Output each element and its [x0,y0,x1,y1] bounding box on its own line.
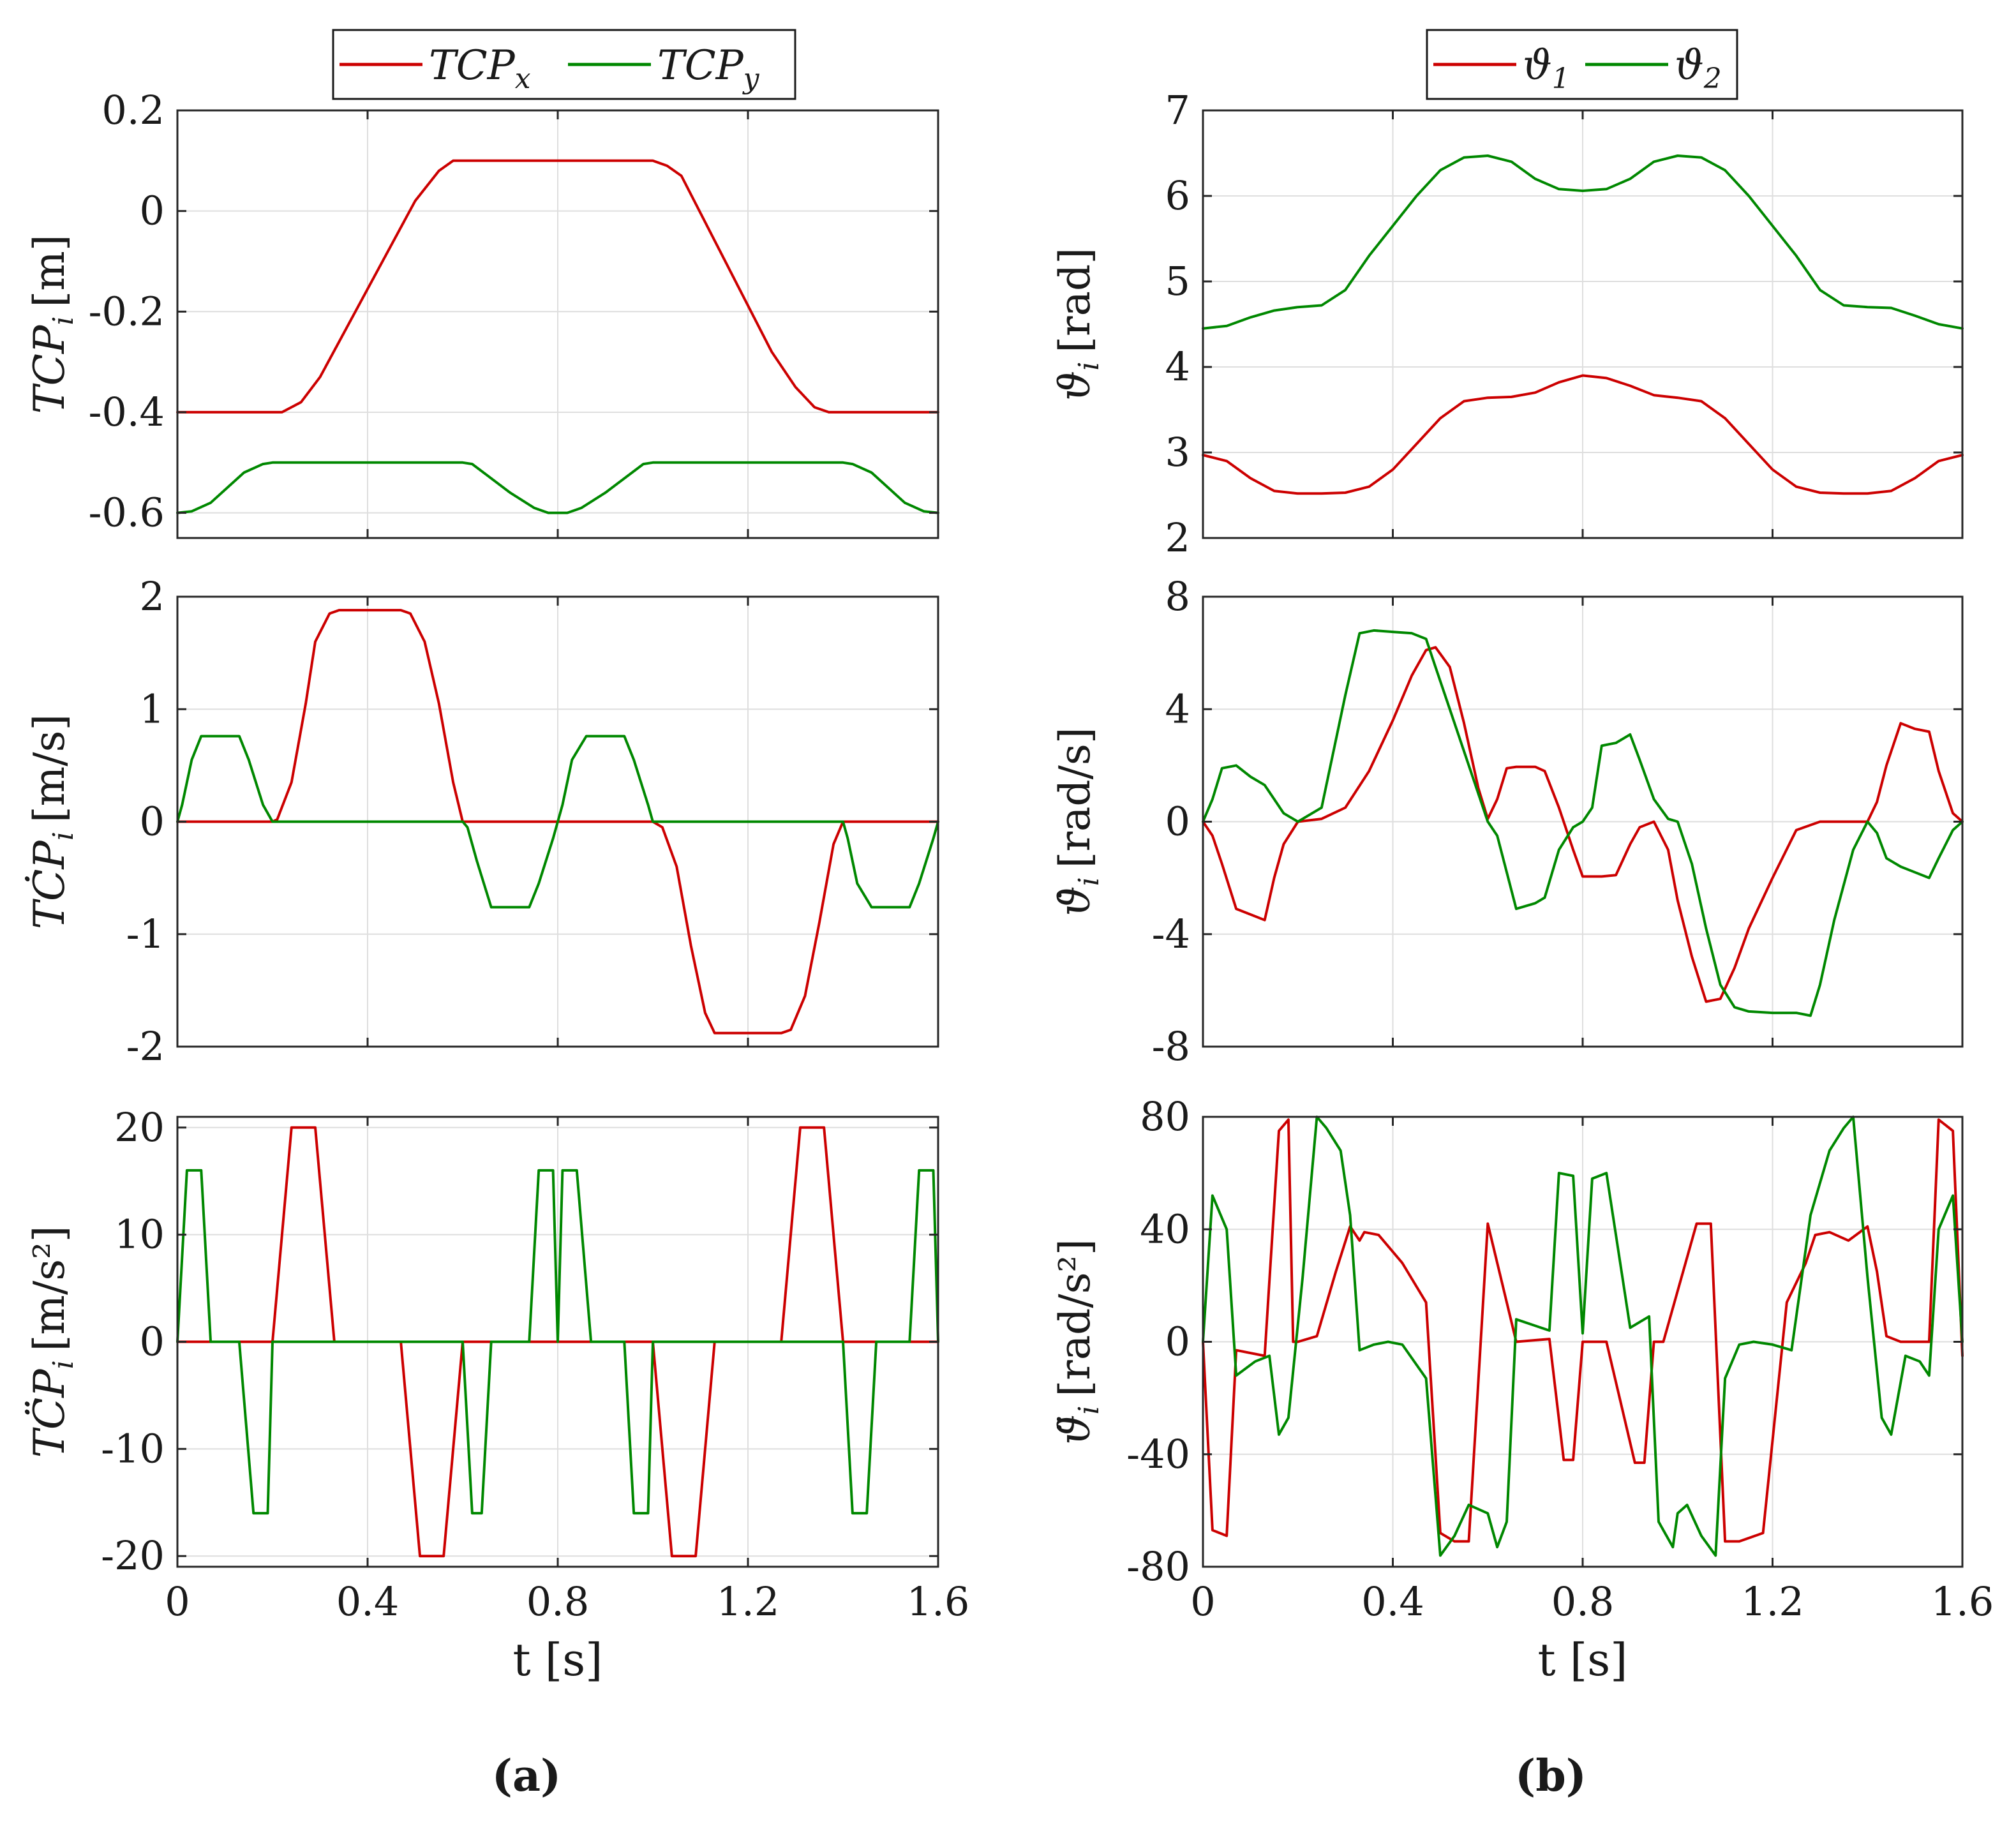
x-tick-label: 0.8 [1551,1578,1615,1625]
y-tick-label: 20 [114,1104,165,1151]
y-tick-label: 1 [140,685,165,732]
x-axis-label: t [s] [1538,1634,1628,1686]
y-tick-label: 0.2 [101,87,165,133]
y-axis-label: ϑi[rad] [1050,248,1105,401]
series-line-red [1202,374,1964,495]
y-tick-label: -20 [101,1532,165,1579]
y-tick-label: 7 [1165,87,1190,133]
series-line-green [1202,629,1964,1017]
panel-a2: -2 -1 0 1 2 TĊPi[m/s] [25,573,939,1070]
x-tick-label: 0.4 [336,1578,399,1625]
y-tick-label: 0 [140,188,165,234]
y-tick-label: -1 [126,911,165,957]
y-tick-label: -0.2 [88,288,165,334]
panel-a1: -0.6 -0.4 -0.2 0 0.2 TCPi[m] [25,87,939,539]
series-line-green [1202,154,1964,330]
caption-b: (b) [1515,1751,1587,1802]
series-line-red [1202,1118,1964,1543]
y-tick-label: 80 [1140,1093,1190,1140]
y-tick-label: 2 [1165,514,1190,561]
x-axis-label: t [s] [513,1634,603,1686]
legend-b: ϑ1 ϑ2 [1426,29,1738,100]
x-tick-label: 1.2 [717,1578,780,1625]
y-tick-label: -4 [1152,911,1190,957]
y-tick-label: 0 [1165,1318,1190,1365]
panel-a3: -20 -10 0 10 20 0 0.4 0.8 1.2 1.6 t [s] TC̈Pi[m/s²] [25,1104,969,1686]
y-tick-label: 0 [140,1318,165,1365]
y-tick-label: 4 [1165,685,1190,732]
y-tick-label: -10 [101,1425,165,1472]
series-line-green [176,1169,939,1515]
x-tick-label: 1.2 [1741,1578,1804,1625]
y-axis-label: TC̈Pi[m/s²] [25,1226,80,1458]
y-tick-label: 10 [114,1211,165,1258]
y-tick-label: 40 [1140,1206,1190,1252]
y-tick-label: 3 [1165,429,1190,475]
y-tick-label: -8 [1152,1023,1190,1070]
panel-b1: 2 3 4 5 6 7 ϑi[rad] [1050,87,1964,561]
y-tick-label: 5 [1165,258,1190,304]
y-tick-label: -2 [126,1023,165,1070]
legend-a-label-0: TCPx [429,42,531,95]
legend-a-label-1: TCPy [657,42,760,95]
y-tick-label: 2 [140,573,165,620]
y-axis-label: ϑ̈i[rad/s²] [1050,1239,1105,1444]
y-tick-label: 8 [1165,573,1190,620]
series-line-green [176,735,939,909]
series-line-red [176,159,939,414]
legend-b-label-0: ϑ1 [1523,42,1570,95]
legend-b-label-1: ϑ2 [1675,42,1722,95]
panel-b2: -8 -4 0 4 8 ϑ̇i[rad/s] [1050,573,1964,1070]
y-tick-label: 0 [1165,798,1190,845]
x-tick-label: 0 [165,1578,190,1625]
series-line-green [1202,1116,1964,1557]
x-tick-label: 1.6 [1931,1578,1994,1625]
y-tick-label: 0 [140,798,165,845]
x-tick-label: 0 [1190,1578,1215,1625]
caption-a: (a) [492,1751,561,1802]
y-axis-label: TCPi[m] [25,234,80,414]
y-tick-label: -80 [1126,1543,1190,1590]
y-tick-label: -0.4 [88,389,165,435]
y-tick-label: 6 [1165,172,1190,219]
y-tick-label: 4 [1165,343,1190,390]
series-line-green [176,461,939,514]
x-tick-label: 0.4 [1361,1578,1424,1625]
x-tick-label: 1.6 [907,1578,970,1625]
x-tick-label: 0.8 [526,1578,590,1625]
y-tick-label: -40 [1126,1431,1190,1477]
y-axis-label: TĊPi[m/s] [25,714,80,929]
series-line-red [1202,646,1964,1003]
y-tick-label: -0.6 [88,489,165,536]
y-axis-label: ϑ̇i[rad/s] [1050,727,1105,916]
panel-b3: -80 -40 0 40 80 0 0.4 0.8 1.2 1.6 t [s] ϑ̈i[rad/s²] [1050,1093,1994,1686]
legend-a: TCPx TCPy [332,29,796,100]
